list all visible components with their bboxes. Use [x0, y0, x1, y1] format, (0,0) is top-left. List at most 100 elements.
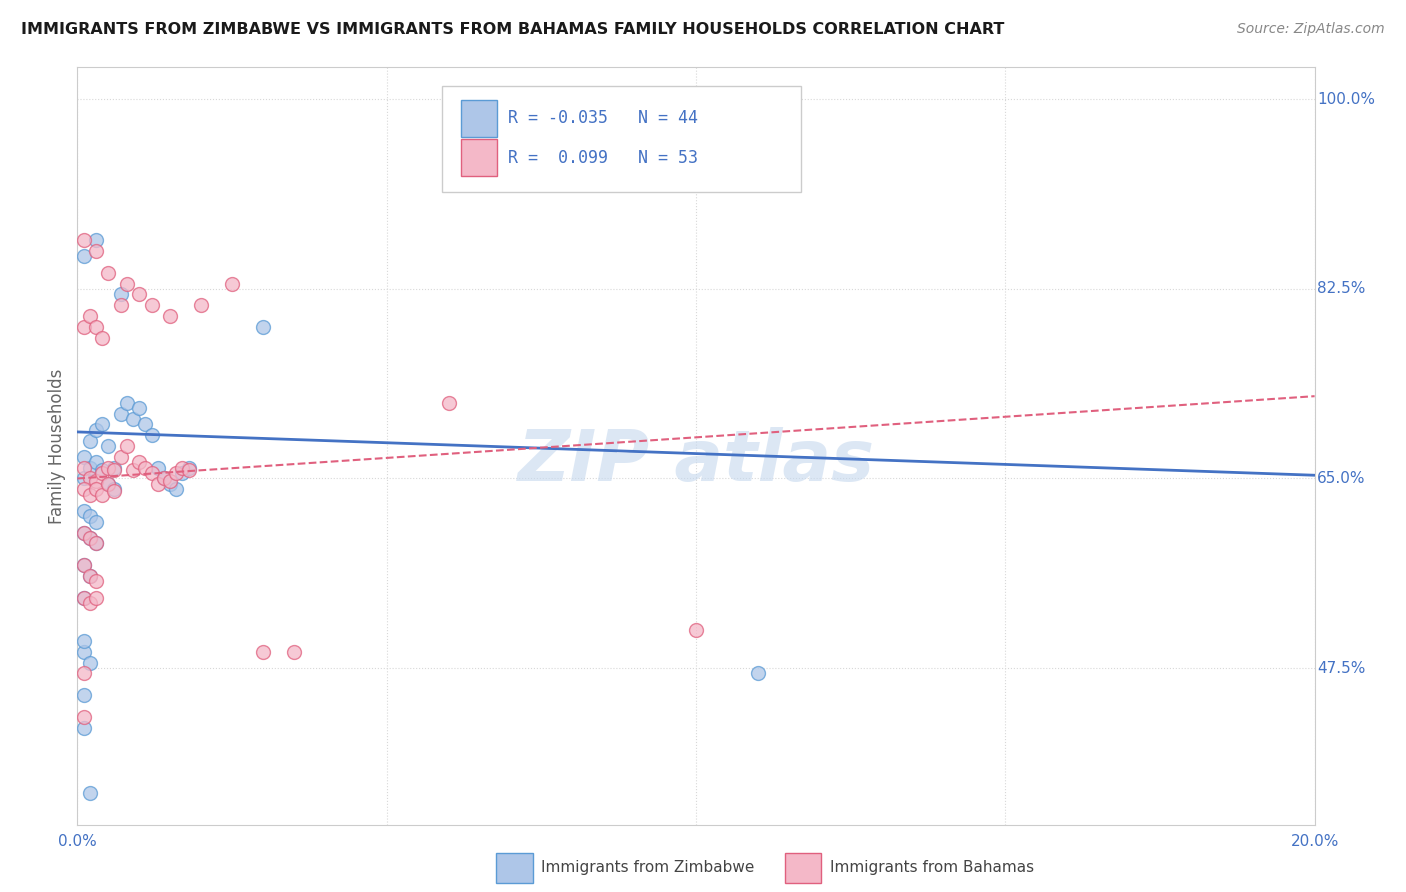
Point	[177, 460, 200, 475]
Point	[72, 504, 94, 518]
Point	[84, 483, 107, 497]
Point	[110, 298, 132, 312]
Point	[134, 417, 156, 432]
Point	[747, 666, 769, 681]
Point	[84, 536, 107, 550]
Point	[122, 412, 145, 426]
FancyBboxPatch shape	[461, 100, 496, 137]
Point	[79, 656, 101, 670]
Point	[252, 319, 274, 334]
Point	[79, 596, 101, 610]
Point	[72, 525, 94, 540]
Point	[97, 476, 120, 491]
Point	[91, 331, 114, 345]
Text: 65.0%: 65.0%	[1317, 471, 1365, 486]
Point	[72, 249, 94, 264]
Text: IMMIGRANTS FROM ZIMBABWE VS IMMIGRANTS FROM BAHAMAS FAMILY HOUSEHOLDS CORRELATIO: IMMIGRANTS FROM ZIMBABWE VS IMMIGRANTS F…	[21, 22, 1004, 37]
Point	[84, 515, 107, 529]
Point	[72, 710, 94, 724]
Point	[252, 645, 274, 659]
Text: 0.0%: 0.0%	[58, 834, 97, 849]
Point	[72, 450, 94, 464]
Point	[79, 569, 101, 583]
Point	[128, 287, 150, 301]
Text: 47.5%: 47.5%	[1317, 661, 1365, 675]
Point	[84, 455, 107, 469]
Text: Source: ZipAtlas.com: Source: ZipAtlas.com	[1237, 22, 1385, 37]
Point	[103, 483, 125, 497]
Point	[72, 233, 94, 247]
Point	[84, 244, 107, 258]
Point	[84, 319, 107, 334]
Point	[134, 460, 156, 475]
Point	[153, 471, 176, 485]
Point	[283, 645, 305, 659]
Point	[110, 450, 132, 464]
Point	[115, 439, 138, 453]
Point	[72, 721, 94, 735]
Point	[141, 428, 163, 442]
Point	[97, 476, 120, 491]
Point	[91, 417, 114, 432]
Point	[128, 455, 150, 469]
Point	[141, 298, 163, 312]
Point	[172, 460, 194, 475]
Point	[103, 460, 125, 475]
Point	[128, 401, 150, 416]
Point	[103, 484, 125, 499]
Point	[84, 591, 107, 605]
Point	[72, 319, 94, 334]
Point	[72, 634, 94, 648]
Point	[72, 591, 94, 605]
Point	[153, 471, 176, 485]
Point	[177, 463, 200, 477]
Point	[172, 466, 194, 480]
Text: Immigrants from Zimbabwe: Immigrants from Zimbabwe	[541, 861, 755, 875]
Point	[79, 488, 101, 502]
Point	[97, 460, 120, 475]
Point	[79, 460, 101, 475]
Point	[72, 558, 94, 573]
Point	[79, 569, 101, 583]
FancyBboxPatch shape	[443, 86, 801, 192]
Point	[84, 233, 107, 247]
Point	[91, 463, 114, 477]
Text: R = -0.035   N = 44: R = -0.035 N = 44	[508, 110, 697, 128]
Point	[97, 266, 120, 280]
Point	[110, 407, 132, 421]
Point	[685, 623, 707, 637]
Point	[146, 460, 169, 475]
Text: 82.5%: 82.5%	[1317, 282, 1365, 296]
Text: 100.0%: 100.0%	[1317, 92, 1375, 107]
Point	[79, 309, 101, 323]
Point	[97, 439, 120, 453]
Text: 20.0%: 20.0%	[1291, 834, 1339, 849]
Y-axis label: Family Households: Family Households	[48, 368, 66, 524]
Point	[84, 574, 107, 589]
Point	[110, 287, 132, 301]
Point	[79, 531, 101, 545]
Point	[72, 483, 94, 497]
Point	[72, 688, 94, 702]
Point	[72, 645, 94, 659]
Point	[190, 298, 212, 312]
Point	[91, 466, 114, 480]
Text: R =  0.099   N = 53: R = 0.099 N = 53	[508, 149, 697, 167]
FancyBboxPatch shape	[461, 139, 496, 177]
Point	[159, 476, 181, 491]
Point	[437, 395, 460, 409]
Point	[72, 558, 94, 573]
Text: Immigrants from Bahamas: Immigrants from Bahamas	[830, 861, 1033, 875]
Point	[72, 460, 94, 475]
Point	[115, 277, 138, 291]
Point	[103, 463, 125, 477]
Point	[72, 666, 94, 681]
Point	[84, 423, 107, 437]
Text: ZIP atlas: ZIP atlas	[517, 426, 875, 496]
Point	[84, 474, 107, 488]
Point	[79, 509, 101, 524]
Point	[159, 474, 181, 488]
Point	[72, 471, 94, 485]
Point	[84, 536, 107, 550]
Point	[221, 277, 243, 291]
